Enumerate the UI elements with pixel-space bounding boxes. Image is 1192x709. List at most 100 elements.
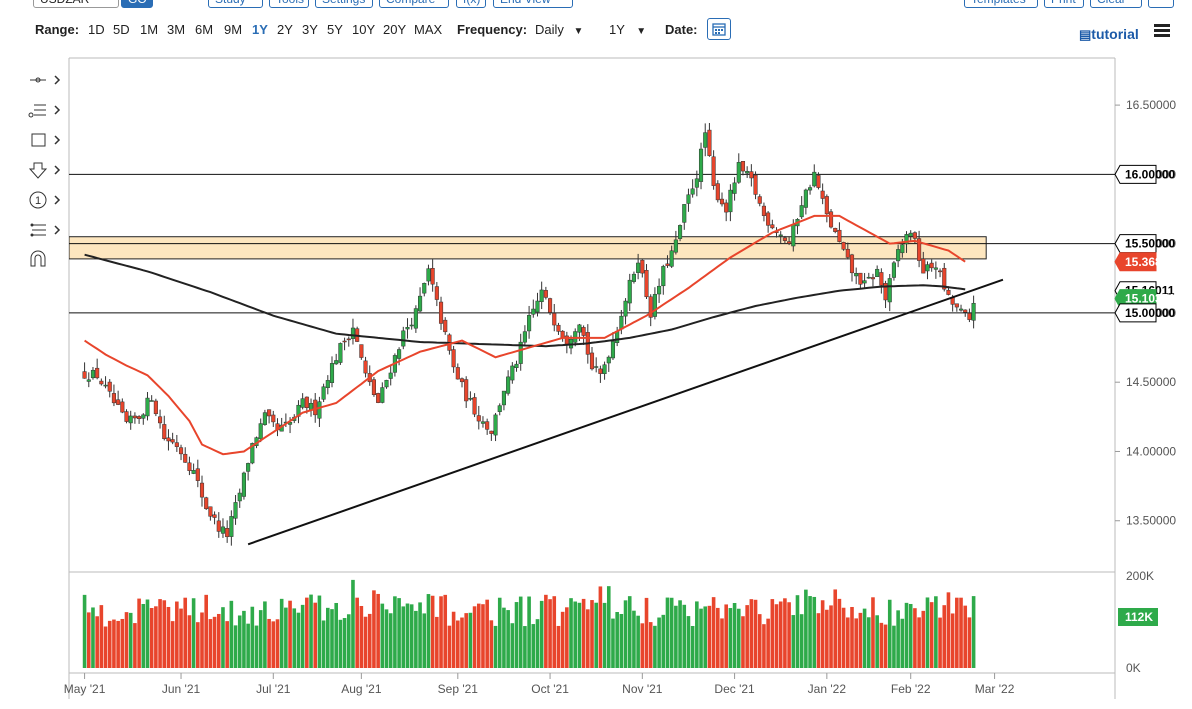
line-tool[interactable] xyxy=(26,100,66,124)
candle-body xyxy=(90,369,96,379)
volume-bar xyxy=(200,612,204,668)
candle-body xyxy=(409,324,414,327)
uptrend-line xyxy=(247,278,1004,546)
tools-button[interactable]: Tools xyxy=(269,0,309,8)
volume-bar xyxy=(99,605,104,668)
range-9m[interactable]: 9M xyxy=(224,22,243,37)
frequency-select[interactable]: Daily ▼ xyxy=(535,22,583,37)
volume-bar xyxy=(552,596,557,668)
arrow-tool[interactable] xyxy=(26,160,66,184)
candle-body xyxy=(833,227,838,232)
candle-body xyxy=(766,212,771,226)
candle-body xyxy=(690,188,695,195)
range-6m[interactable]: 6M xyxy=(195,22,214,37)
volume-bar xyxy=(632,610,636,668)
candle-body xyxy=(220,526,226,534)
range-5y[interactable]: 5Y xyxy=(327,22,343,37)
volume-bar xyxy=(749,599,754,668)
candle-body xyxy=(212,514,217,518)
volume-bar xyxy=(812,596,817,668)
volume-bar xyxy=(149,607,154,668)
candle-body xyxy=(346,338,351,341)
volume-bar xyxy=(720,618,724,668)
candle-body xyxy=(627,279,632,304)
candle-body xyxy=(963,309,968,313)
candle-body xyxy=(128,415,133,424)
candle-body xyxy=(380,387,385,403)
volume-bar xyxy=(95,616,99,668)
y-tick-label: 14.50000 xyxy=(1126,375,1176,389)
tutorial-label: tutorial xyxy=(1091,26,1139,42)
arrow-down-icon xyxy=(28,162,61,179)
annotation-tool[interactable]: 1 xyxy=(26,190,66,214)
volume-bar xyxy=(355,597,359,668)
volume-bar xyxy=(934,596,938,668)
x-tick-label: Jun '21 xyxy=(162,682,201,696)
crosshair-tool[interactable] xyxy=(26,70,66,94)
candle-body xyxy=(719,198,725,205)
chevron-down-icon: ▼ xyxy=(573,26,584,37)
calendar-button[interactable] xyxy=(707,18,731,40)
study-button[interactable]: Study xyxy=(208,0,263,8)
volume-bar xyxy=(372,590,376,668)
candle-body xyxy=(246,463,251,472)
range-1d[interactable]: 1D xyxy=(88,22,105,37)
volume-bar xyxy=(107,620,112,668)
volume-bar xyxy=(925,597,930,668)
range-1y[interactable]: 1Y xyxy=(252,22,268,37)
print-button[interactable]: Print xyxy=(1044,0,1084,8)
volume-bar xyxy=(212,616,217,668)
candle-body xyxy=(858,272,863,285)
candle-body xyxy=(854,273,859,277)
volume-bar xyxy=(711,597,716,668)
volume-bar xyxy=(858,612,863,668)
volume-bar xyxy=(586,609,590,668)
volume-bar xyxy=(183,597,188,668)
volume-bar xyxy=(707,605,712,668)
price-label-badge xyxy=(1114,234,1157,254)
volume-bar xyxy=(682,604,687,668)
candle-body xyxy=(652,294,657,317)
clear-button[interactable]: Clear xyxy=(1090,0,1142,8)
range-5d[interactable]: 5D xyxy=(113,22,130,37)
shape-tool[interactable] xyxy=(26,130,66,154)
go-button[interactable]: GO xyxy=(121,0,153,8)
candle-body xyxy=(862,280,867,284)
range-20y[interactable]: 20Y xyxy=(383,22,407,37)
symbol-input[interactable]: USDZAR xyxy=(33,0,119,8)
range-3m[interactable]: 3M xyxy=(167,22,186,37)
candle-body xyxy=(132,415,137,419)
templates-button[interactable]: Templates xyxy=(964,0,1038,8)
menu-icon[interactable] xyxy=(1154,24,1170,38)
compare-button[interactable]: Compare xyxy=(379,0,449,8)
range-2y[interactable]: 2Y xyxy=(277,22,293,37)
price-label-badge xyxy=(1114,164,1157,184)
settings-button[interactable]: Settings xyxy=(315,0,373,8)
candle-body xyxy=(229,516,234,537)
candle-body xyxy=(623,300,628,317)
volume-bar xyxy=(913,608,917,668)
volume-bar xyxy=(866,617,871,668)
volume-bar xyxy=(208,619,213,668)
fx-button[interactable]: f(x) xyxy=(456,0,486,8)
range-1m[interactable]: 1M xyxy=(140,22,159,37)
range-max[interactable]: MAX xyxy=(414,22,443,37)
candle-body xyxy=(577,324,582,333)
volume-bar xyxy=(162,600,167,668)
range-10y[interactable]: 10Y xyxy=(352,22,376,37)
range-3y[interactable]: 3Y xyxy=(302,22,318,37)
volume-bar xyxy=(279,598,284,668)
end-view-button[interactable]: End View xyxy=(493,0,573,8)
magnet-tool[interactable] xyxy=(26,248,66,272)
tutorial-link[interactable]: ▤tutorial xyxy=(1079,26,1139,43)
fibonacci-tool[interactable] xyxy=(26,220,66,244)
volume-bar xyxy=(120,618,125,668)
candle-body xyxy=(162,424,167,439)
candle-body xyxy=(828,211,834,228)
more-dropdown-button[interactable] xyxy=(1148,0,1174,8)
candle-body xyxy=(459,378,465,383)
period-select[interactable]: 1Y ▼ xyxy=(609,22,646,37)
candle-body xyxy=(359,344,364,358)
price-label-text: 15.00000 xyxy=(1125,306,1175,320)
